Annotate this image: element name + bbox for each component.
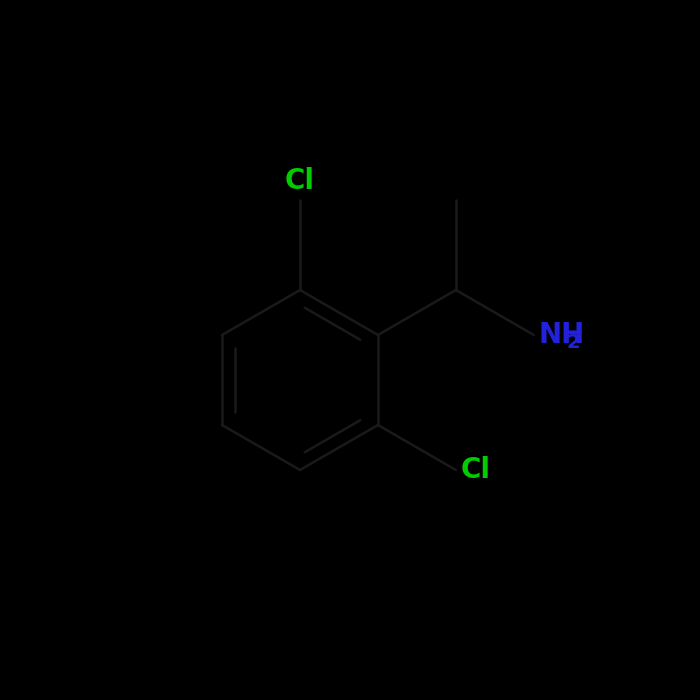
Text: 2: 2 <box>567 333 580 353</box>
Text: Cl: Cl <box>461 456 491 484</box>
Text: Cl: Cl <box>285 167 315 195</box>
Text: NH: NH <box>539 321 585 349</box>
